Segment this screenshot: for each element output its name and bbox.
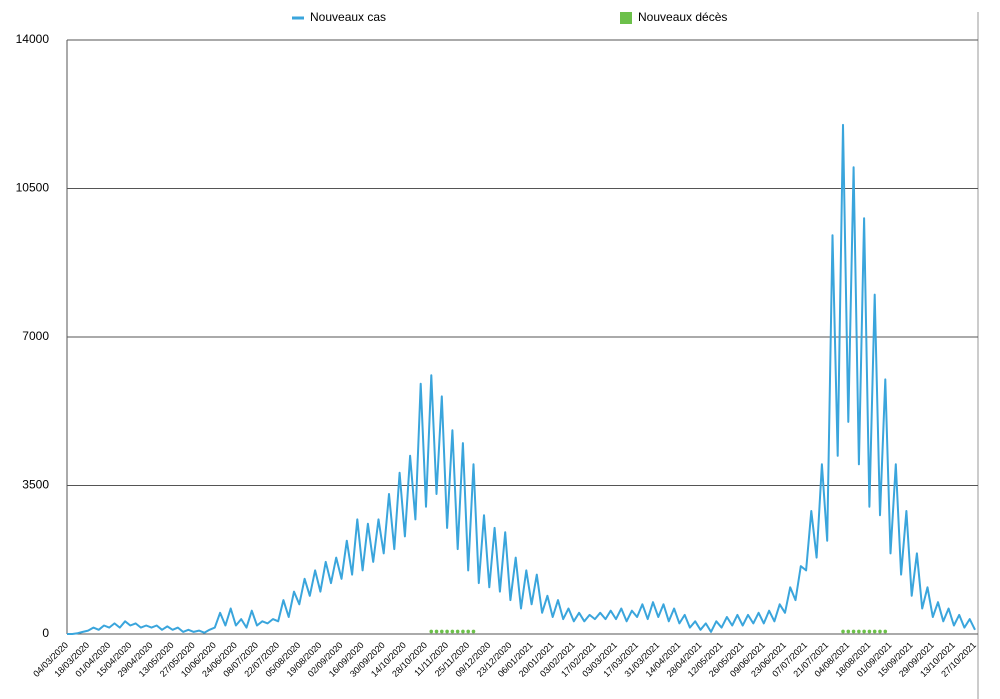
y-tick-label: 0 — [42, 626, 49, 640]
death-point — [862, 629, 866, 634]
legend-swatch — [620, 12, 632, 24]
death-point — [471, 629, 476, 634]
death-point — [841, 629, 845, 634]
legend-label: Nouveaux cas — [310, 10, 386, 24]
death-point — [867, 629, 872, 634]
series-line — [67, 123, 976, 635]
death-point — [846, 629, 851, 634]
death-point — [466, 629, 471, 634]
death-point — [878, 629, 882, 634]
death-point — [872, 629, 877, 634]
y-tick-label: 7000 — [22, 329, 49, 343]
death-point — [883, 629, 888, 634]
death-point — [440, 629, 444, 634]
death-point — [461, 629, 465, 634]
y-tick-label: 14000 — [16, 32, 50, 46]
death-point — [450, 629, 455, 634]
death-point — [429, 629, 434, 634]
y-tick-label: 10500 — [16, 181, 50, 195]
legend-label: Nouveaux décès — [638, 10, 727, 24]
death-point — [857, 629, 861, 634]
death-point — [434, 629, 439, 634]
y-tick-label: 3500 — [22, 478, 49, 492]
death-point — [445, 629, 449, 634]
death-point — [851, 629, 856, 634]
death-point — [455, 629, 460, 634]
